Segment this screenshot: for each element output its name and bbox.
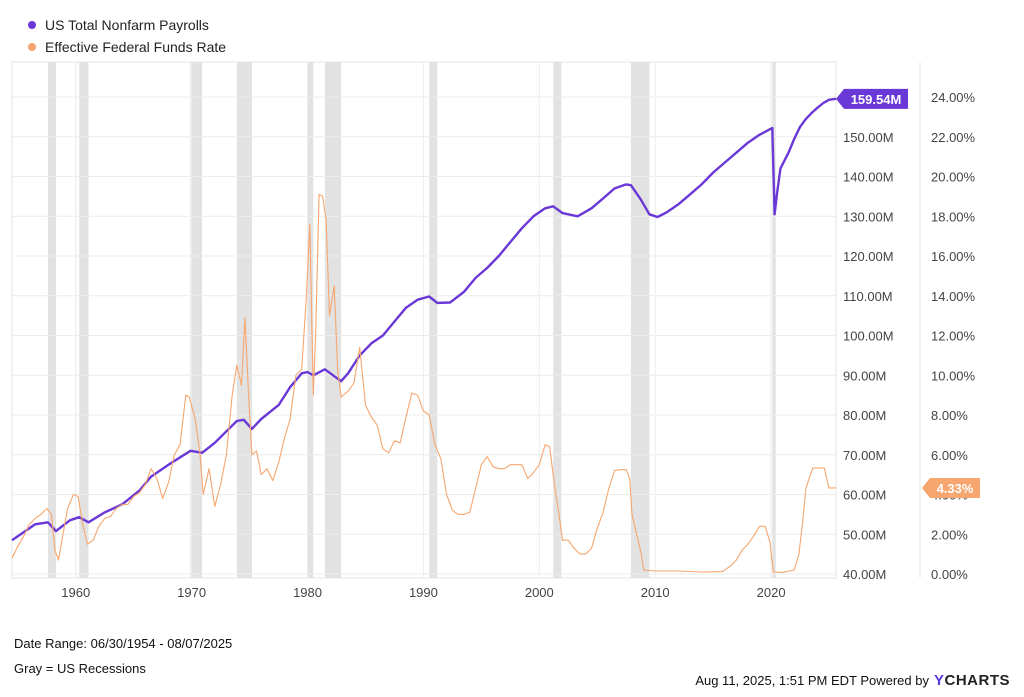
left-tick-label: 70.00M [843, 448, 886, 463]
left-tick-label: 100.00M [843, 329, 894, 344]
right-tick-label: 22.00% [931, 130, 976, 145]
right-tick-label: 8.00% [931, 408, 968, 423]
x-tick-label: 2000 [525, 585, 554, 600]
gridlines [11, 61, 837, 579]
recession-band [79, 62, 89, 578]
right-tick-label: 2.00% [931, 527, 968, 542]
legend-dot-icon [28, 43, 36, 51]
legend-dot-icon [28, 21, 36, 29]
right-tick-label: 12.00% [931, 329, 976, 344]
payrolls-value-label: 159.54M [851, 92, 902, 107]
date-range: Date Range: 06/30/1954 - 08/07/2025 [14, 636, 233, 651]
series-lines [11, 97, 837, 573]
legend-label: Effective Federal Funds Rate [45, 39, 227, 55]
payrolls-value-tag [836, 88, 908, 109]
left-tick-label: 40.00M [843, 567, 886, 582]
recession-band [324, 62, 342, 578]
left-tick-label: 150.00M [843, 130, 894, 145]
logo-rest: CHARTS [944, 672, 1010, 689]
x-tick-label: 1980 [293, 585, 322, 600]
recession-band [772, 62, 776, 578]
x-tick-label: 1970 [177, 585, 206, 600]
left-tick-label: 90.00M [843, 368, 886, 383]
x-tick-label: 2010 [641, 585, 670, 600]
right-tick-label: 24.00% [931, 90, 976, 105]
right-tick-label: 18.00% [931, 209, 976, 224]
left-tick-label: 140.00M [843, 170, 894, 185]
right-tick-label: 6.00% [931, 448, 968, 463]
payrolls-line [11, 97, 837, 542]
left-tick-label: 130.00M [843, 209, 894, 224]
right-tick-label: 20.00% [931, 170, 976, 185]
legend-label: US Total Nonfarm Payrolls [45, 17, 209, 33]
recession-band [307, 62, 314, 578]
recession-band [429, 62, 438, 578]
legend: US Total Nonfarm Payrolls Effective Fede… [28, 14, 226, 58]
fed-funds-value-tag [922, 477, 980, 498]
legend-item-fed-funds[interactable]: Effective Federal Funds Rate [28, 36, 226, 58]
fed-funds-line [11, 193, 836, 573]
right-tick-label: 14.00% [931, 289, 976, 304]
recession-band [47, 62, 57, 578]
x-tick-label: 2020 [757, 585, 786, 600]
right-tick-label: 16.00% [931, 249, 976, 264]
recession-band [630, 62, 650, 578]
x-tick-label: 1960 [61, 585, 90, 600]
recession-band [190, 62, 203, 578]
timestamp: Aug 11, 2025, 1:51 PM EDT Powered by [695, 673, 929, 688]
left-tick-label: 50.00M [843, 527, 886, 542]
left-tick-label: 80.00M [843, 408, 886, 423]
right-tick-label: 0.00% [931, 567, 968, 582]
logo-y: Y [933, 672, 945, 689]
recession-bands [47, 62, 776, 578]
right-tick-label: 10.00% [931, 368, 976, 383]
left-tick-label: 110.00M [843, 289, 893, 304]
plot-frame [11, 61, 837, 579]
axes: 1960 1970 1980 1990 2000 2010 2020 40.00M 50.00M… [61, 62, 976, 600]
recession-band [553, 62, 562, 578]
left-tick-label: 60.00M [843, 488, 886, 503]
fed-funds-value-label: 4.33% [937, 481, 974, 496]
recession-note: Gray = US Recessions [14, 661, 146, 676]
footer-credit: Aug 11, 2025, 1:51 PM EDT Powered by YCH… [695, 672, 1010, 689]
legend-item-payrolls[interactable]: US Total Nonfarm Payrolls [28, 14, 226, 36]
x-tick-label: 1990 [409, 585, 438, 600]
left-tick-label: 120.00M [843, 249, 894, 264]
ycharts-logo[interactable]: YCHARTS [934, 672, 1010, 689]
end-labels: 159.54M 4.33% [836, 88, 980, 498]
